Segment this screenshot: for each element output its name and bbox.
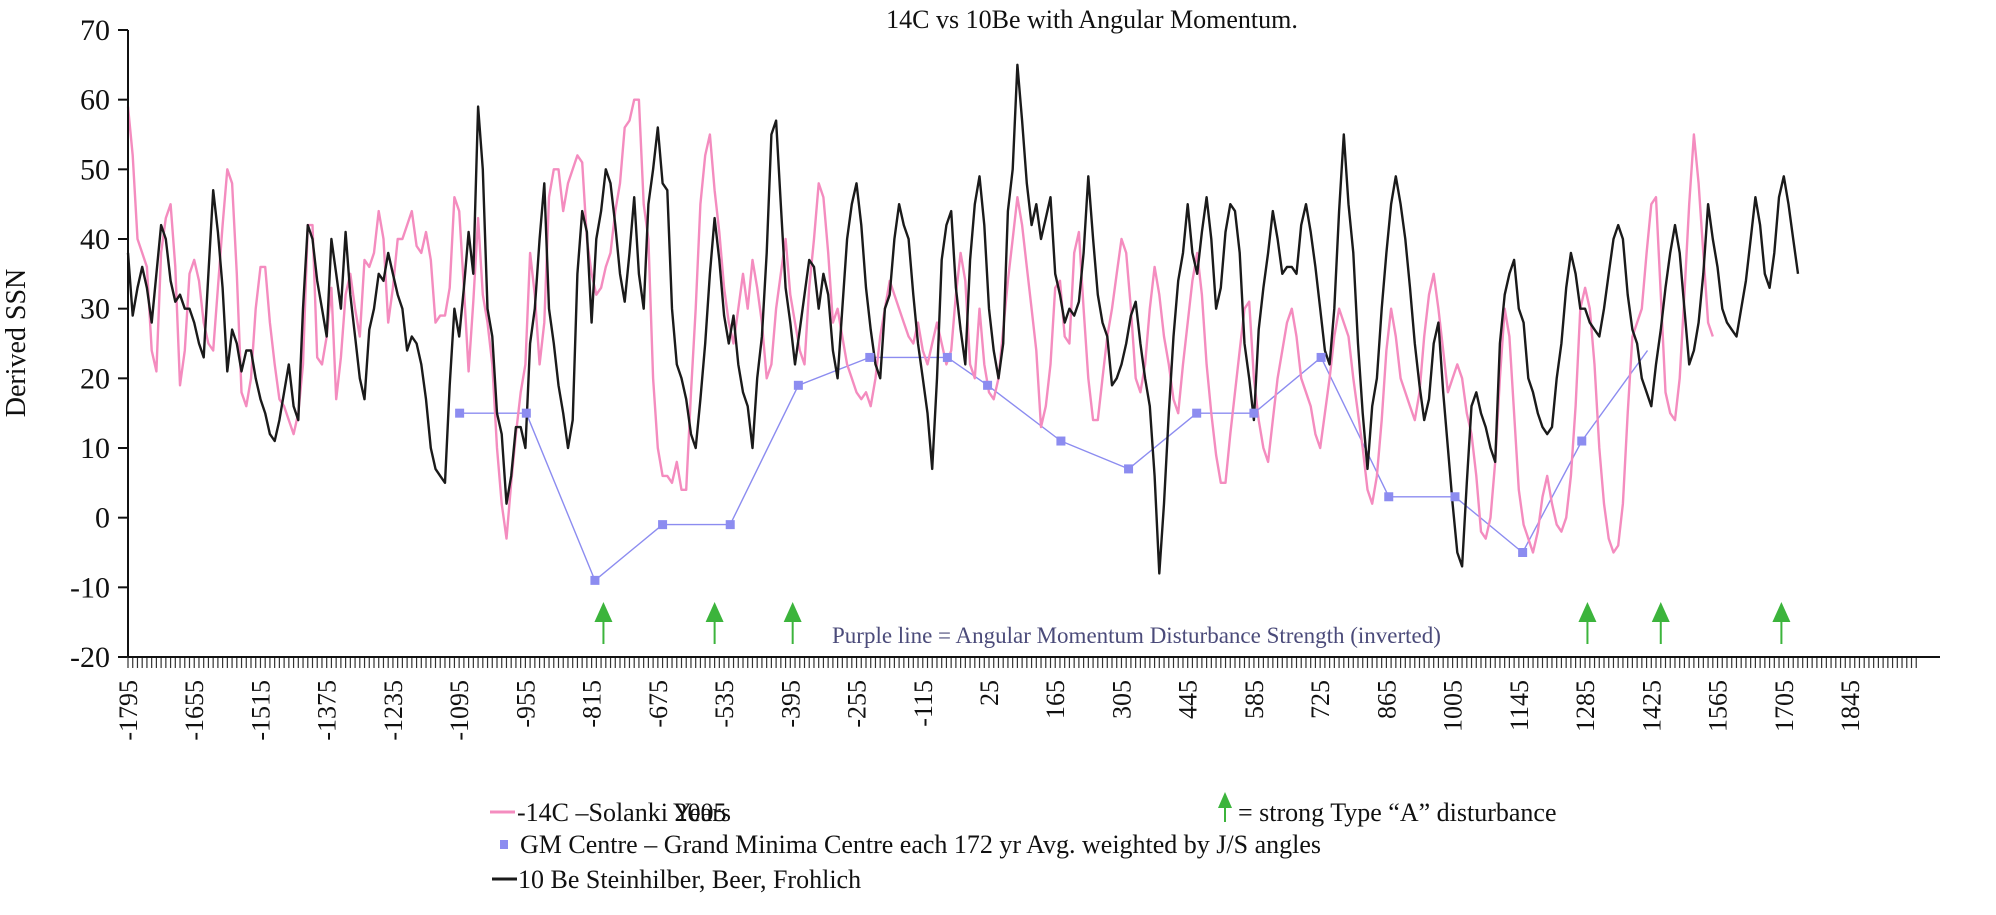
disturbance-arrow-icon — [783, 602, 802, 644]
gm-marker — [521, 408, 531, 418]
gm-marker — [1316, 352, 1326, 362]
gm-marker — [658, 520, 668, 530]
gm-marker — [455, 408, 465, 418]
x-tick-label: 585 — [1240, 680, 1269, 719]
disturbance-arrow-icon — [1772, 602, 1791, 644]
series-layer — [126, 63, 1800, 582]
gm-marker — [1577, 436, 1587, 446]
x-tick-label: 1285 — [1571, 680, 1600, 732]
legend-item-be10: 10 Be Steinhilber, Beer, Frohlich — [492, 865, 861, 894]
series-line-c14 — [126, 98, 1714, 554]
legend-swatch-gm — [500, 840, 508, 849]
series-line-gm — [459, 350, 1649, 582]
x-tick-label: -255 — [843, 680, 872, 728]
gm-marker — [942, 352, 952, 362]
x-tick-label: 725 — [1306, 680, 1335, 719]
x-tick-label: -1795 — [114, 680, 143, 741]
x-tick-label: 1005 — [1439, 680, 1468, 732]
gm-marker — [865, 352, 875, 362]
legend-item-c14: -14C –Solanki 2005 — [490, 798, 726, 827]
x-tick-label: 445 — [1174, 680, 1203, 719]
x-tick-label: -1375 — [313, 680, 342, 741]
y-tick-label: 60 — [80, 84, 110, 117]
disturbance-arrow-icon — [705, 602, 724, 644]
x-tick-label: -1235 — [379, 680, 408, 741]
legend-arrow-icon — [1218, 792, 1232, 808]
y-tick-label: -20 — [70, 641, 110, 674]
x-tick-label: 25 — [975, 680, 1004, 706]
gm-marker — [1450, 492, 1460, 502]
gm-marker — [725, 520, 735, 530]
gm-markers — [455, 352, 1587, 585]
x-tick-label: -815 — [578, 680, 607, 728]
x-tick-label: -395 — [776, 680, 805, 728]
chart-title: 14C vs 10Be with Angular Momentum. — [886, 5, 1298, 34]
legend-label-c14: -14C –Solanki 2005 — [517, 798, 726, 827]
gm-marker — [793, 380, 803, 390]
gm-marker — [1056, 436, 1066, 446]
legend-item-arrow: = strong Type “A” disturbance — [1218, 792, 1557, 827]
x-tick-label: -1655 — [180, 680, 209, 741]
gm-marker — [1249, 408, 1259, 418]
disturbance-arrows — [594, 602, 1791, 644]
x-tick-label: -675 — [644, 680, 673, 728]
x-tick-label: -955 — [511, 680, 540, 728]
x-tick-label: 1145 — [1505, 680, 1534, 731]
legend-label-be10: 10 Be Steinhilber, Beer, Frohlich — [518, 865, 861, 894]
legend-item-gm: GM Centre – Grand Minima Centre each 172… — [500, 830, 1321, 859]
y-ticks: 70 60 50 40 30 20 10 0 -10 -20 — [70, 14, 128, 674]
x-tick-label: 1565 — [1704, 680, 1733, 732]
gm-marker — [1192, 408, 1202, 418]
gm-marker — [590, 575, 600, 585]
y-tick-label: 20 — [80, 362, 110, 395]
gm-marker — [1124, 464, 1134, 474]
disturbance-arrow-icon — [1651, 602, 1670, 644]
y-tick-label: 40 — [80, 223, 110, 256]
x-ticks: -1795 -1655 -1515 -1375 -1235 -1095 -955 -815 -6… — [114, 657, 1917, 741]
series-line-be10 — [126, 63, 1800, 575]
x-tick-label: 1425 — [1637, 680, 1666, 732]
annotation-purple-line: Purple line = Angular Momentum Disturban… — [832, 623, 1441, 648]
gm-marker — [983, 380, 993, 390]
gm-marker — [1384, 492, 1394, 502]
legend-label-gm: GM Centre – Grand Minima Centre each 172… — [520, 830, 1321, 859]
x-tick-label: 1845 — [1836, 680, 1865, 732]
y-tick-label: 0 — [95, 502, 110, 535]
y-axis-label: Derived SSN — [1, 269, 32, 418]
gm-marker — [1518, 548, 1528, 557]
x-tick-label: 305 — [1107, 680, 1136, 719]
legend: -14C –Solanki 2005 Years = strong Type “… — [490, 792, 1557, 894]
x-axis-label: Years — [673, 798, 731, 827]
legend-label-arrow: = strong Type “A” disturbance — [1238, 798, 1557, 827]
x-tick-label: -1515 — [246, 680, 275, 741]
disturbance-arrow-icon — [594, 602, 613, 644]
x-tick-label: -115 — [909, 680, 938, 727]
y-tick-label: 50 — [80, 153, 110, 186]
disturbance-arrow-icon — [1578, 602, 1597, 644]
y-tick-label: 70 — [80, 14, 110, 47]
x-tick-label: 165 — [1041, 680, 1070, 719]
x-tick-label: -1095 — [445, 680, 474, 741]
y-tick-label: 30 — [80, 293, 110, 326]
y-tick-label: 10 — [80, 432, 110, 465]
x-tick-label: 1705 — [1770, 680, 1799, 732]
y-tick-label: -10 — [70, 571, 110, 604]
x-tick-label: -535 — [710, 680, 739, 728]
x-tick-label: 865 — [1372, 680, 1401, 719]
